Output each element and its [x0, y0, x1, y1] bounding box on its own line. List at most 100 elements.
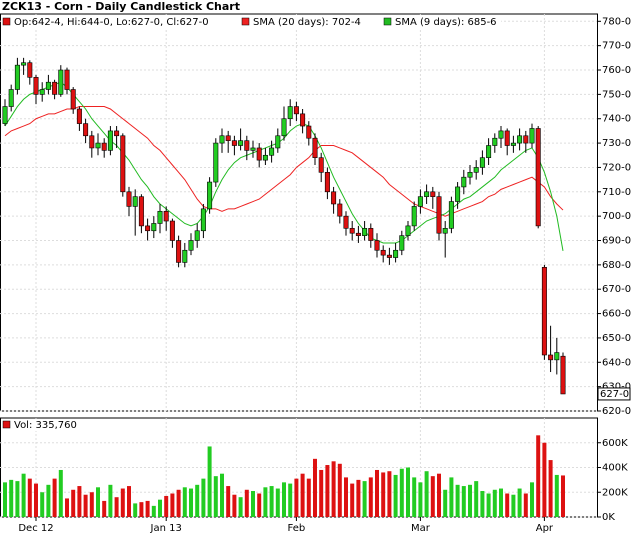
- current-price-box: [597, 387, 631, 401]
- volume-bar: [102, 500, 107, 517]
- volume-bar: [455, 484, 460, 517]
- y-tick-label: 690-0: [602, 236, 631, 247]
- volume-bar: [288, 483, 293, 517]
- candle-body: [163, 210, 169, 222]
- candle-body: [14, 64, 20, 90]
- candle-body: [182, 249, 188, 263]
- candle-body: [194, 230, 200, 241]
- candle-body: [70, 89, 76, 110]
- candle-body: [157, 210, 163, 224]
- candle-body: [58, 69, 64, 95]
- candle-body: [430, 191, 436, 197]
- volume-bar: [449, 477, 454, 517]
- candle-body: [510, 142, 516, 146]
- volume-bar: [220, 473, 224, 517]
- volume-bar: [554, 474, 559, 517]
- volume-bar: [238, 497, 243, 517]
- volume-bar: [40, 492, 45, 517]
- y-tick-label: 650-0: [602, 333, 631, 344]
- volume-bar: [65, 498, 69, 517]
- candle-body: [262, 154, 268, 161]
- volume-bar: [9, 479, 14, 517]
- volume-bar: [350, 483, 355, 517]
- volume-bar: [381, 472, 386, 517]
- volume-bar: [182, 487, 187, 517]
- volume-bar: [313, 458, 317, 517]
- candle-body: [275, 135, 281, 149]
- candle-body: [101, 142, 107, 151]
- candle-body: [151, 223, 157, 232]
- candle-body: [64, 69, 70, 90]
- volume-bar: [127, 486, 131, 517]
- y-tick-label: 780-0: [602, 16, 631, 27]
- candle-body: [293, 106, 299, 115]
- candle-body: [318, 157, 324, 173]
- candle-body: [312, 137, 318, 158]
- volume-bar: [325, 465, 330, 517]
- candle-body: [176, 240, 182, 263]
- volume-bar: [27, 478, 32, 517]
- y-tick-label: 710-0: [602, 187, 631, 198]
- y-tick-label: 200K: [602, 487, 628, 498]
- volume-bar: [375, 469, 379, 517]
- volume-bar: [492, 489, 497, 517]
- candle-body: [169, 220, 175, 241]
- candle-body: [355, 232, 361, 236]
- y-tick-label: 700-0: [602, 211, 631, 222]
- candle-body: [52, 81, 58, 95]
- volume-bar: [480, 491, 485, 517]
- candle-body: [374, 240, 380, 251]
- volume-bar: [412, 477, 417, 517]
- candle-body: [436, 196, 442, 234]
- volume-bar: [164, 495, 169, 517]
- volume-bar: [83, 494, 88, 517]
- volume-bar: [399, 468, 404, 517]
- candle-body: [560, 355, 566, 395]
- volume-bar: [468, 484, 472, 517]
- candle-body: [21, 62, 27, 66]
- candle-body: [27, 62, 33, 78]
- y-tick-label: 0K: [602, 512, 615, 523]
- candle-body: [126, 191, 132, 207]
- panel-frame: [0, 13, 598, 412]
- volume-bar: [46, 484, 51, 517]
- candle-body: [138, 196, 144, 227]
- volume-bar: [151, 505, 156, 517]
- legend-ohlc: Op:642-4, Hi:644-0, Lo:627-0, Cl:627-0: [14, 17, 209, 28]
- candle-body: [207, 181, 213, 210]
- candle-body: [281, 118, 287, 137]
- candle-body: [411, 206, 417, 227]
- candle-body: [287, 106, 293, 120]
- volume-bar: [145, 500, 150, 517]
- candle-body: [517, 135, 523, 144]
- volume-bar: [319, 469, 324, 517]
- x-tick-label: Dec 12: [18, 523, 53, 534]
- volume-bar: [443, 489, 448, 517]
- candle-body: [492, 137, 498, 146]
- candle-body: [107, 130, 113, 151]
- volume-bar: [201, 478, 206, 517]
- candle-body: [343, 215, 349, 229]
- volume-bar: [263, 487, 268, 517]
- candle-body: [8, 89, 14, 107]
- legend-volume: Vol: 335,760: [14, 420, 77, 431]
- volume-bar: [387, 471, 392, 517]
- volume-bar: [77, 486, 82, 517]
- volume-bar: [213, 476, 218, 517]
- volume-bar: [499, 488, 503, 517]
- sma-line: [4, 106, 564, 217]
- volume-bar: [418, 482, 423, 517]
- candle-body: [95, 142, 101, 149]
- chart-title: ZCK13 - Corn - Daily Candlestick Chart: [2, 0, 240, 13]
- candle-body: [473, 167, 479, 173]
- y-tick-label: 770-0: [602, 41, 631, 52]
- candle-body: [554, 352, 560, 361]
- candle-body: [76, 108, 82, 124]
- volume-bar: [226, 486, 231, 517]
- y-tick-label: 750-0: [602, 89, 631, 100]
- volume-bar: [300, 473, 305, 517]
- x-tick-label: Feb: [288, 523, 306, 534]
- volume-bar: [393, 474, 398, 517]
- volume-bar: [306, 478, 311, 517]
